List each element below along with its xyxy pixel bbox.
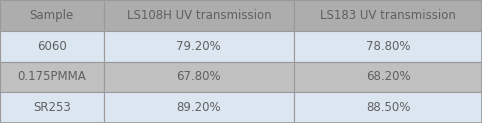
Text: 67.80%: 67.80% [176, 70, 221, 83]
Bar [0, 31, 104, 62]
Text: 68.20%: 68.20% [366, 70, 410, 83]
Bar [294, 31, 482, 62]
Bar [104, 92, 294, 123]
Bar [0, 0, 104, 31]
Bar [104, 62, 294, 92]
Text: LS108H UV transmission: LS108H UV transmission [126, 9, 271, 22]
Text: Sample: Sample [30, 9, 74, 22]
Text: SR253: SR253 [33, 101, 71, 114]
Bar [0, 62, 104, 92]
Bar [104, 0, 294, 31]
Bar [294, 0, 482, 31]
Text: 0.175PMMA: 0.175PMMA [17, 70, 86, 83]
Text: LS183 UV transmission: LS183 UV transmission [320, 9, 456, 22]
Bar [294, 62, 482, 92]
Text: 88.50%: 88.50% [366, 101, 410, 114]
Text: 79.20%: 79.20% [176, 40, 221, 53]
Bar [0, 92, 104, 123]
Bar [294, 92, 482, 123]
Text: 78.80%: 78.80% [366, 40, 410, 53]
Text: 89.20%: 89.20% [176, 101, 221, 114]
Text: 6060: 6060 [37, 40, 67, 53]
Bar [104, 31, 294, 62]
